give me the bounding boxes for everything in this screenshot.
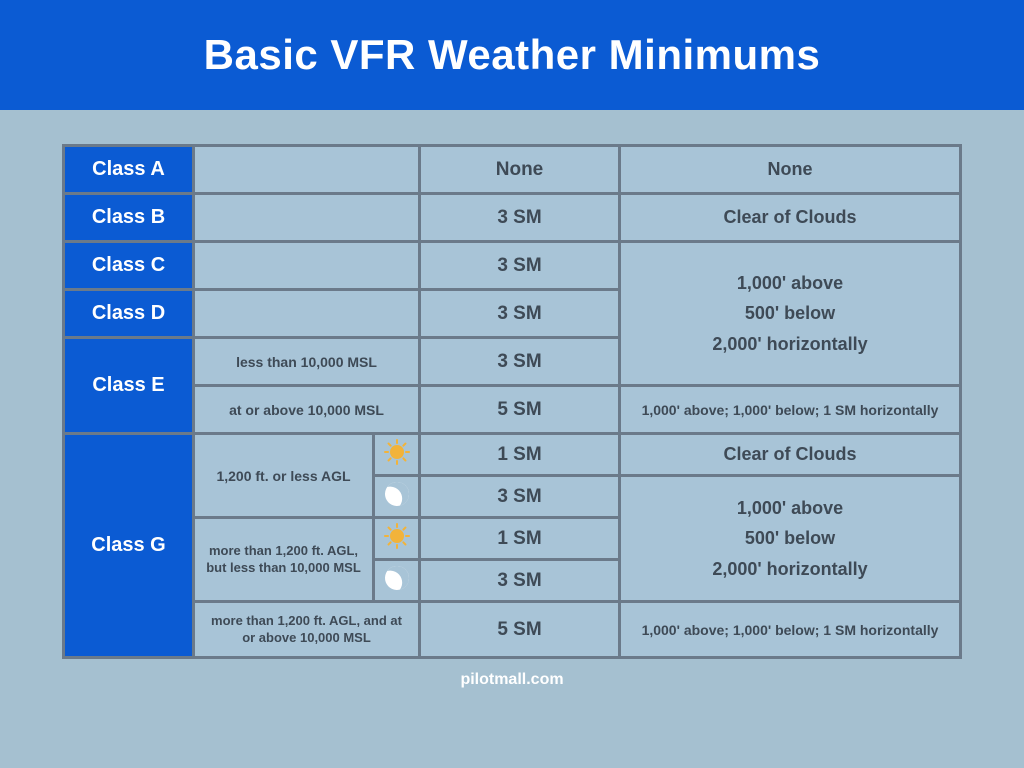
class-d-cond: [194, 290, 420, 338]
table-row: Class G 1,200 ft. or less AGL 1 SM Clear…: [64, 434, 961, 476]
class-g-r1-cond: 1,200 ft. or less AGL: [194, 434, 374, 518]
cloud-std-g-line2: 500' below: [629, 523, 951, 554]
class-g-r3-cond: more than 1,200 ft. AGL, and at or above…: [194, 602, 420, 658]
class-g-head: Class G: [64, 434, 194, 658]
class-e-low-cond: less than 10,000 MSL: [194, 338, 420, 386]
cloud-std-line1: 1,000' above: [629, 268, 951, 299]
cloud-std-g-line3: 2,000' horizontally: [629, 554, 951, 585]
table-row: at or above 10,000 MSL 5 SM 1,000' above…: [64, 386, 961, 434]
class-e-low-visibility: 3 SM: [420, 338, 620, 386]
class-g-r2-day-visibility: 1 SM: [420, 518, 620, 560]
class-c-head: Class C: [64, 242, 194, 290]
footer-credit: pilotmall.com: [62, 671, 962, 689]
table-row: Class A None None: [64, 146, 961, 194]
class-a-cond: [194, 146, 420, 194]
class-c-cond: [194, 242, 420, 290]
cloud-std-line3: 2,000' horizontally: [629, 329, 951, 360]
page-title: Basic VFR Weather Minimums: [204, 31, 821, 79]
table-row: Class C 3 SM 1,000' above 500' below 2,0…: [64, 242, 961, 290]
class-g-r1-day-visibility: 1 SM: [420, 434, 620, 476]
class-b-cond: [194, 194, 420, 242]
class-c-visibility: 3 SM: [420, 242, 620, 290]
class-d-visibility: 3 SM: [420, 290, 620, 338]
class-a-visibility: None: [420, 146, 620, 194]
class-a-head: Class A: [64, 146, 194, 194]
cloud-standard-cde: 1,000' above 500' below 2,000' horizonta…: [620, 242, 961, 386]
moon-icon: [374, 476, 420, 518]
class-g-r3-visibility: 5 SM: [420, 602, 620, 658]
sun-icon: [374, 518, 420, 560]
class-e-high-cloud: 1,000' above; 1,000' below; 1 SM horizon…: [620, 386, 961, 434]
class-g-r2-night-visibility: 3 SM: [420, 560, 620, 602]
class-b-cloud: Clear of Clouds: [620, 194, 961, 242]
cloud-std-line2: 500' below: [629, 298, 951, 329]
class-a-cloud: None: [620, 146, 961, 194]
class-b-head: Class B: [64, 194, 194, 242]
class-g-r1-day-cloud: Clear of Clouds: [620, 434, 961, 476]
sun-icon: [374, 434, 420, 476]
table-row: more than 1,200 ft. AGL, and at or above…: [64, 602, 961, 658]
moon-icon: [374, 560, 420, 602]
title-banner: Basic VFR Weather Minimums: [0, 0, 1024, 110]
class-e-high-cond: at or above 10,000 MSL: [194, 386, 420, 434]
cloud-std-g-line1: 1,000' above: [629, 493, 951, 524]
vfr-minimums-table: Class A None None Class B 3 SM Clear of …: [62, 144, 962, 659]
class-d-head: Class D: [64, 290, 194, 338]
table-row: Class B 3 SM Clear of Clouds: [64, 194, 961, 242]
table-container: Class A None None Class B 3 SM Clear of …: [0, 110, 1024, 699]
class-e-high-visibility: 5 SM: [420, 386, 620, 434]
class-g-r3-cloud: 1,000' above; 1,000' below; 1 SM horizon…: [620, 602, 961, 658]
class-g-r2-cond: more than 1,200 ft. AGL, but less than 1…: [194, 518, 374, 602]
class-b-visibility: 3 SM: [420, 194, 620, 242]
class-e-head: Class E: [64, 338, 194, 434]
class-g-r1-night-visibility: 3 SM: [420, 476, 620, 518]
cloud-standard-g: 1,000' above 500' below 2,000' horizonta…: [620, 476, 961, 602]
